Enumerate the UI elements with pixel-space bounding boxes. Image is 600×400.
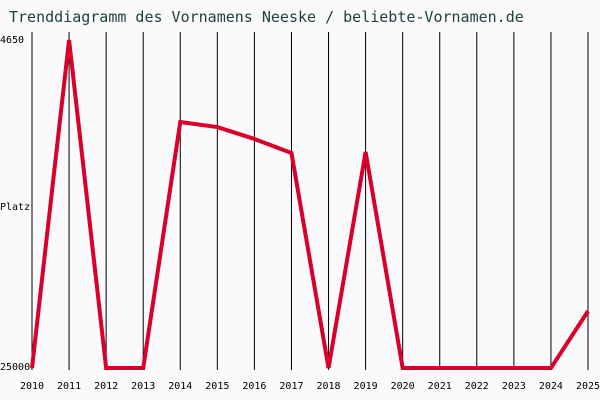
x-axis-label: 2017: [279, 381, 304, 392]
y-axis-bottom-label: 25000: [0, 362, 31, 373]
x-axis-label: 2024: [538, 381, 563, 392]
x-axis-label: 2022: [464, 381, 489, 392]
x-axis-label: 2018: [316, 381, 341, 392]
x-axis-label: 2015: [205, 381, 230, 392]
y-axis-top-label: 4650: [0, 35, 25, 46]
x-axis-label: 2016: [242, 381, 267, 392]
chart-title: Trenddiagramm des Vornamens Neeske / bel…: [9, 8, 524, 26]
x-axis-label: 2013: [131, 381, 156, 392]
x-axis-label: 2025: [575, 381, 600, 392]
x-axis-label: 2021: [427, 381, 452, 392]
series-line: [30, 39, 590, 370]
x-axis-label: 2019: [353, 381, 378, 392]
y-axis-title: Platz: [0, 202, 31, 213]
x-axis-label: 2014: [168, 381, 193, 392]
x-axis-label: 2010: [19, 381, 45, 392]
x-axis-label: 2020: [390, 381, 415, 392]
x-axis-label: 2023: [501, 381, 526, 392]
x-axis-label: 2011: [57, 381, 82, 392]
x-axis-label: 2012: [94, 381, 119, 392]
